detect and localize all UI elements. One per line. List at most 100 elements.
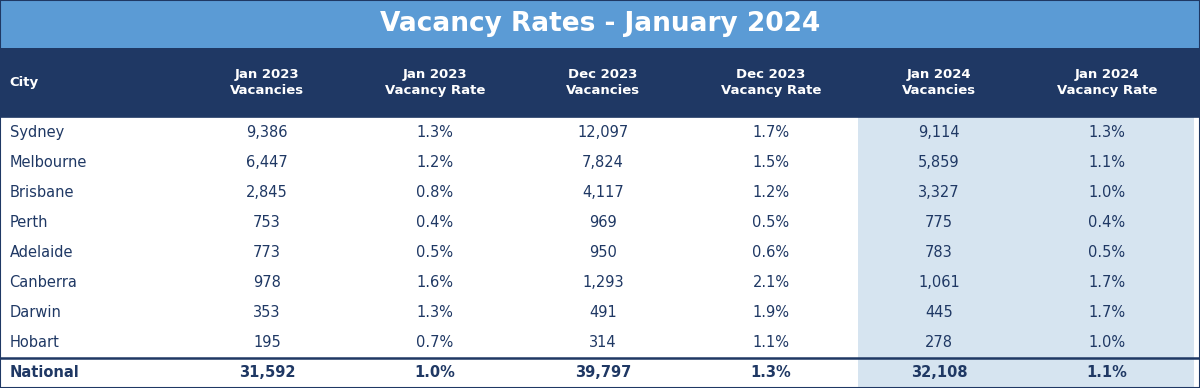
Text: 753: 753 — [253, 215, 281, 230]
Text: 1.1%: 1.1% — [1088, 155, 1126, 170]
FancyBboxPatch shape — [0, 48, 1200, 117]
Text: Jan 2024
Vacancies: Jan 2024 Vacancies — [902, 68, 976, 97]
Text: National: National — [10, 365, 79, 381]
FancyBboxPatch shape — [1020, 268, 1194, 298]
Text: 6,447: 6,447 — [246, 155, 288, 170]
Text: Brisbane: Brisbane — [10, 185, 74, 200]
Text: Sydney: Sydney — [10, 125, 64, 140]
FancyBboxPatch shape — [186, 207, 348, 237]
FancyBboxPatch shape — [684, 358, 858, 388]
FancyBboxPatch shape — [522, 237, 684, 268]
FancyBboxPatch shape — [522, 328, 684, 358]
Text: 0.4%: 0.4% — [416, 215, 454, 230]
FancyBboxPatch shape — [1020, 298, 1194, 328]
FancyBboxPatch shape — [1020, 207, 1194, 237]
FancyBboxPatch shape — [684, 298, 858, 328]
FancyBboxPatch shape — [348, 237, 522, 268]
FancyBboxPatch shape — [186, 328, 348, 358]
Text: Dec 2023
Vacancy Rate: Dec 2023 Vacancy Rate — [721, 68, 821, 97]
Text: 0.6%: 0.6% — [752, 245, 790, 260]
Text: Jan 2023
Vacancy Rate: Jan 2023 Vacancy Rate — [385, 68, 485, 97]
Text: 278: 278 — [925, 335, 953, 350]
Text: 773: 773 — [253, 245, 281, 260]
Text: Adelaide: Adelaide — [10, 245, 73, 260]
FancyBboxPatch shape — [858, 177, 1020, 207]
Text: 491: 491 — [589, 305, 617, 320]
FancyBboxPatch shape — [522, 117, 684, 147]
FancyBboxPatch shape — [1020, 177, 1194, 207]
Text: 32,108: 32,108 — [911, 365, 967, 381]
FancyBboxPatch shape — [858, 237, 1020, 268]
Text: 1.2%: 1.2% — [416, 155, 454, 170]
Text: 12,097: 12,097 — [577, 125, 629, 140]
Text: 39,797: 39,797 — [575, 365, 631, 381]
FancyBboxPatch shape — [522, 207, 684, 237]
Text: Vacancy Rates - January 2024: Vacancy Rates - January 2024 — [380, 11, 820, 37]
Text: Jan 2024
Vacancy Rate: Jan 2024 Vacancy Rate — [1057, 68, 1157, 97]
Text: 2.1%: 2.1% — [752, 275, 790, 290]
FancyBboxPatch shape — [684, 147, 858, 177]
Text: Dec 2023
Vacancies: Dec 2023 Vacancies — [566, 68, 640, 97]
FancyBboxPatch shape — [1020, 147, 1194, 177]
FancyBboxPatch shape — [0, 117, 186, 147]
FancyBboxPatch shape — [684, 117, 858, 147]
Text: 9,114: 9,114 — [918, 125, 960, 140]
Text: 969: 969 — [589, 215, 617, 230]
FancyBboxPatch shape — [0, 328, 186, 358]
FancyBboxPatch shape — [348, 358, 522, 388]
FancyBboxPatch shape — [186, 177, 348, 207]
Text: 1.7%: 1.7% — [1088, 305, 1126, 320]
Text: 1.0%: 1.0% — [414, 365, 456, 381]
Text: Hobart: Hobart — [10, 335, 60, 350]
Text: 1.3%: 1.3% — [416, 125, 454, 140]
FancyBboxPatch shape — [186, 117, 348, 147]
Text: 1.5%: 1.5% — [752, 155, 790, 170]
FancyBboxPatch shape — [348, 268, 522, 298]
FancyBboxPatch shape — [858, 268, 1020, 298]
FancyBboxPatch shape — [348, 298, 522, 328]
Text: Melbourne: Melbourne — [10, 155, 86, 170]
FancyBboxPatch shape — [348, 117, 522, 147]
FancyBboxPatch shape — [186, 358, 348, 388]
FancyBboxPatch shape — [348, 207, 522, 237]
FancyBboxPatch shape — [858, 358, 1020, 388]
FancyBboxPatch shape — [684, 237, 858, 268]
FancyBboxPatch shape — [1020, 358, 1194, 388]
FancyBboxPatch shape — [1020, 117, 1194, 147]
FancyBboxPatch shape — [684, 328, 858, 358]
Text: 5,859: 5,859 — [918, 155, 960, 170]
FancyBboxPatch shape — [684, 207, 858, 237]
Text: 1.3%: 1.3% — [1088, 125, 1126, 140]
FancyBboxPatch shape — [522, 147, 684, 177]
Text: 1.0%: 1.0% — [1088, 335, 1126, 350]
Text: 445: 445 — [925, 305, 953, 320]
FancyBboxPatch shape — [348, 147, 522, 177]
Text: 1.7%: 1.7% — [1088, 275, 1126, 290]
Text: 1.1%: 1.1% — [1086, 365, 1128, 381]
FancyBboxPatch shape — [522, 298, 684, 328]
Text: 9,386: 9,386 — [246, 125, 288, 140]
Text: 1.3%: 1.3% — [751, 365, 791, 381]
Text: 0.5%: 0.5% — [752, 215, 790, 230]
Text: 1.6%: 1.6% — [416, 275, 454, 290]
Text: 7,824: 7,824 — [582, 155, 624, 170]
Text: 0.8%: 0.8% — [416, 185, 454, 200]
FancyBboxPatch shape — [684, 177, 858, 207]
FancyBboxPatch shape — [0, 237, 186, 268]
FancyBboxPatch shape — [858, 147, 1020, 177]
Text: 783: 783 — [925, 245, 953, 260]
FancyBboxPatch shape — [186, 268, 348, 298]
FancyBboxPatch shape — [0, 207, 186, 237]
Text: 950: 950 — [589, 245, 617, 260]
Text: 978: 978 — [253, 275, 281, 290]
FancyBboxPatch shape — [348, 328, 522, 358]
Text: 1,293: 1,293 — [582, 275, 624, 290]
Text: 1.9%: 1.9% — [752, 305, 790, 320]
FancyBboxPatch shape — [858, 328, 1020, 358]
FancyBboxPatch shape — [0, 0, 1200, 48]
FancyBboxPatch shape — [348, 177, 522, 207]
Text: Darwin: Darwin — [10, 305, 61, 320]
Text: 1.2%: 1.2% — [752, 185, 790, 200]
Text: 0.5%: 0.5% — [1088, 245, 1126, 260]
Text: 2,845: 2,845 — [246, 185, 288, 200]
